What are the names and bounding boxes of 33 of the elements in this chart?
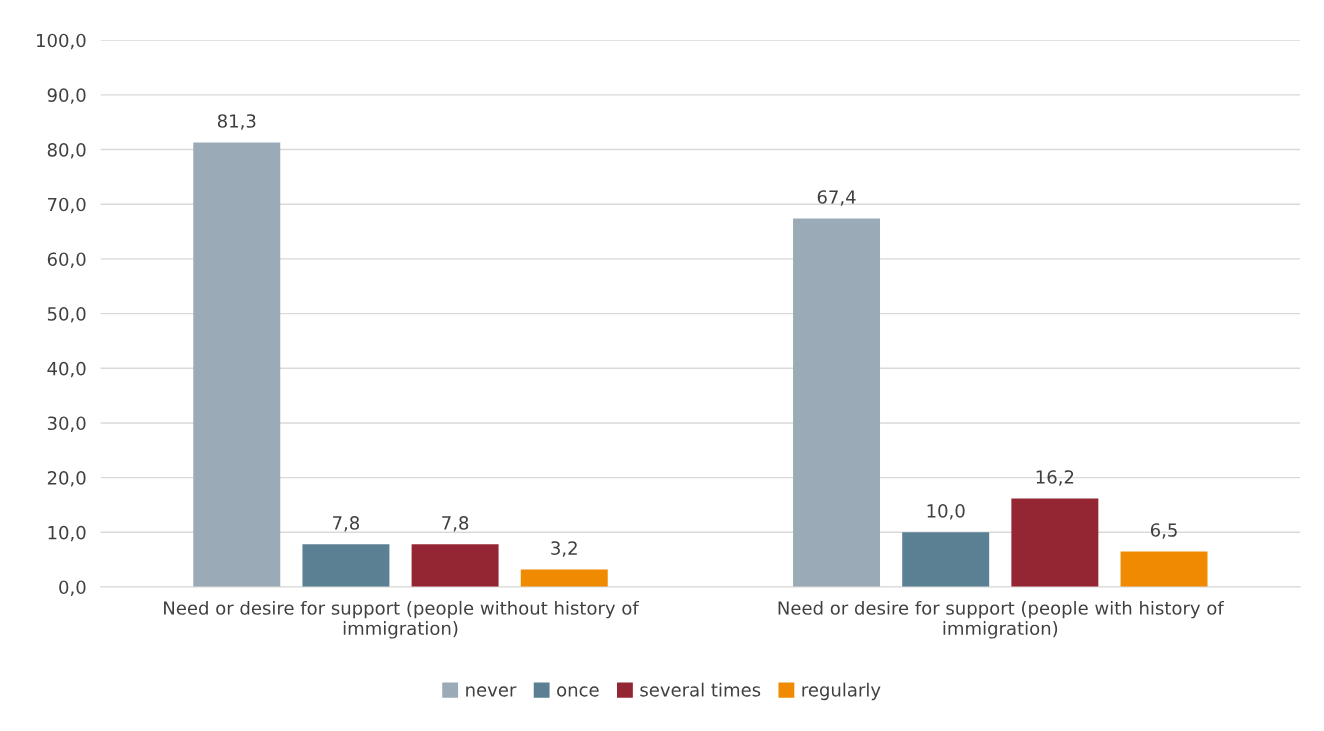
bar: [302, 544, 390, 587]
data-label: 16,2: [1036, 470, 1074, 486]
bar: [411, 544, 499, 587]
y-tick-label: 50,0: [47, 307, 86, 323]
y-tick-label: 90,0: [47, 88, 86, 104]
bar: [1120, 551, 1208, 587]
x-tick-label: Need or desire for support (people without history of immigration): [164, 600, 640, 639]
data-label: 10,0: [927, 504, 965, 520]
data-label: 6,5: [1150, 523, 1177, 539]
bar: [1011, 498, 1099, 587]
y-tick-label: 80,0: [47, 143, 86, 159]
data-label: 7,8: [442, 516, 469, 532]
data-label: 81,3: [217, 114, 256, 130]
y-tick-label: 70,0: [48, 197, 86, 214]
data-label: 7,8: [333, 516, 360, 532]
data-label: 3,2: [551, 541, 577, 557]
x-tick-label: Need or desire for support (people with history of immigration): [778, 600, 1225, 639]
y-tick-label: 40,0: [47, 361, 86, 378]
y-tick-label: 60,0: [47, 252, 86, 268]
y-tick-label: 10,0: [48, 525, 86, 542]
y-tick-label: 30,0: [47, 416, 86, 432]
bar: [520, 569, 608, 587]
bar: [193, 142, 281, 587]
data-label: 67,4: [817, 190, 856, 206]
y-tick-label: 100,0: [37, 33, 86, 50]
y-tick-label: 0,0: [59, 580, 86, 596]
legend-label: once: [557, 686, 599, 697]
bar: [902, 532, 990, 587]
y-tick-label: 20,0: [47, 471, 86, 487]
legend-label: several times: [640, 682, 761, 697]
legend-label: never: [466, 686, 517, 697]
legend-label: regularly: [802, 682, 881, 701]
bar: [793, 218, 881, 587]
